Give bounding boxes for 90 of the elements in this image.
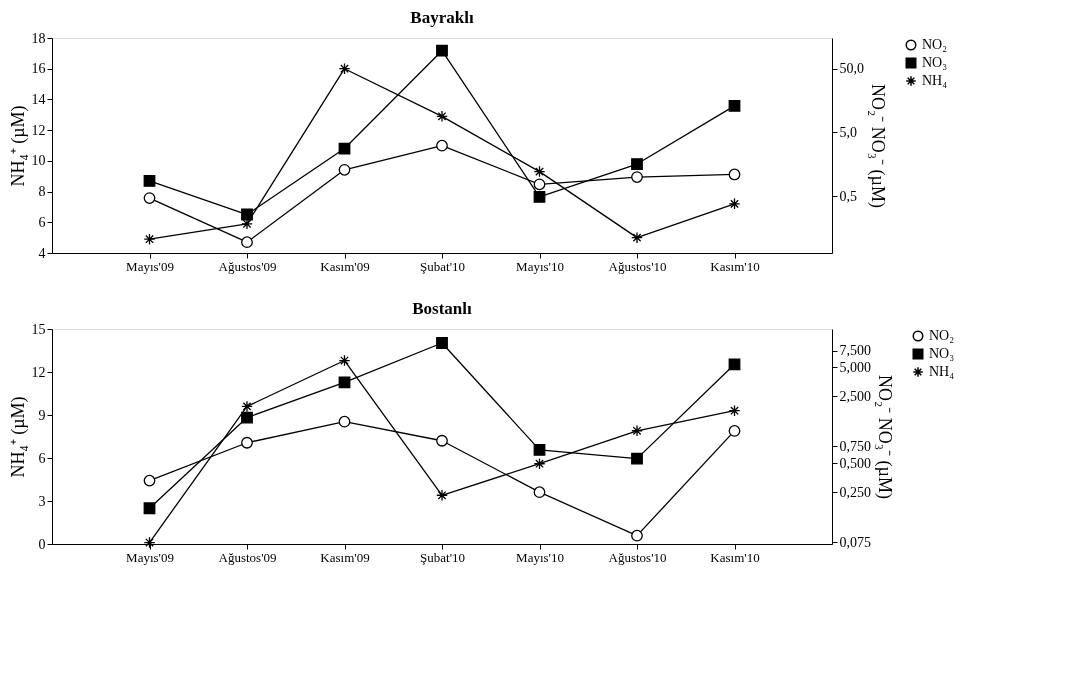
- x-tick-label: Şubat'10: [420, 549, 465, 565]
- point: [631, 158, 643, 170]
- x-tick-label: Kasım'10: [710, 258, 760, 274]
- x-tick-label: Ağustos'10: [608, 258, 667, 274]
- point: [143, 474, 156, 487]
- point: [338, 354, 351, 367]
- y2-tick-label: 0,500: [839, 455, 871, 471]
- y2-axis-title: NO₂⁻ NO₃⁻ (µM): [867, 84, 888, 208]
- y2-axis-title: NO₂⁻ NO₃⁻ (µM): [874, 375, 895, 499]
- point: [533, 486, 546, 499]
- point: [631, 171, 643, 183]
- point: [338, 376, 351, 389]
- point: [728, 197, 741, 210]
- legend-label: NO₂: [929, 328, 955, 343]
- y-tick-label: 9: [38, 407, 46, 423]
- y2-tick-label: 7,500: [839, 343, 871, 359]
- x-tick-label: Kasım'09: [320, 549, 370, 565]
- y-tick-label: 12: [31, 122, 46, 138]
- legend-label: NH₄: [922, 73, 948, 88]
- point: [338, 62, 351, 75]
- point: [436, 139, 448, 152]
- y2-tick-label: 0,5: [839, 188, 857, 204]
- point: [241, 208, 253, 221]
- x-tick-label: Ağustos'09: [218, 549, 277, 565]
- x-tick-label: Ağustos'09: [218, 258, 277, 274]
- point: [241, 436, 253, 449]
- point: [728, 404, 741, 417]
- y-tick-label: 6: [38, 450, 46, 466]
- y2-tick-label: 50,0: [839, 61, 864, 76]
- point: [436, 110, 448, 123]
- y2-tick-label: 2,500: [839, 388, 871, 404]
- y-tick-label: 10: [31, 153, 46, 169]
- chart-title: Bostanlı: [412, 299, 473, 318]
- point: [338, 415, 351, 428]
- x-tick-label: Mayıs'09: [126, 258, 174, 274]
- x-tick-label: Kasım'09: [320, 258, 370, 274]
- x-tick-label: Ağustos'10: [608, 549, 667, 565]
- y-tick-label: 4: [38, 245, 46, 261]
- point: [533, 191, 546, 203]
- legend-label: NO₃: [929, 346, 955, 361]
- point: [241, 400, 253, 413]
- y-tick-label: 16: [31, 61, 46, 77]
- y-axis-title: NH₄⁺ (µM): [7, 105, 29, 187]
- x-tick-label: Şubat'10: [420, 258, 465, 274]
- y2-tick-label: 5,000: [839, 359, 871, 375]
- point: [338, 163, 351, 176]
- x-tick-label: Kasım'10: [710, 549, 760, 565]
- point: [728, 168, 741, 181]
- y2-tick-label: 0,075: [839, 534, 871, 550]
- point: [436, 44, 448, 57]
- y2-tick-label: 5,0: [839, 124, 857, 140]
- point: [631, 529, 643, 542]
- legend-label: NH₄: [929, 364, 955, 379]
- y-tick-label: 8: [38, 184, 46, 200]
- y-tick-label: 0: [38, 536, 46, 552]
- point: [728, 425, 741, 437]
- y-tick-label: 15: [31, 321, 46, 337]
- point: [728, 358, 741, 371]
- point: [241, 236, 253, 249]
- y2-tick-label: 0,250: [839, 484, 871, 500]
- point: [533, 178, 546, 191]
- y-tick-label: 6: [38, 214, 46, 230]
- point: [533, 444, 546, 456]
- point: [241, 411, 253, 424]
- point: [631, 231, 643, 244]
- point: [143, 502, 156, 515]
- y-axis-title: NH₄⁺ (µM): [7, 396, 29, 478]
- point: [143, 536, 156, 549]
- point: [631, 452, 643, 465]
- chart-title: Bayraklı: [410, 8, 474, 27]
- x-tick-label: Mayıs'10: [516, 549, 564, 565]
- legend-label: NO₂: [922, 37, 948, 52]
- point: [631, 424, 643, 437]
- point: [533, 165, 546, 178]
- point: [436, 337, 448, 349]
- point: [436, 489, 448, 502]
- y-tick-label: 18: [31, 30, 46, 46]
- point: [436, 434, 448, 447]
- point: [533, 457, 546, 470]
- x-tick-label: Mayıs'09: [126, 549, 174, 565]
- legend-label: NO₃: [922, 55, 948, 70]
- y2-tick-label: 0,750: [839, 438, 871, 454]
- point: [143, 233, 156, 246]
- point: [143, 192, 156, 204]
- point: [143, 175, 156, 187]
- point: [728, 100, 741, 112]
- y-tick-label: 14: [31, 91, 46, 107]
- x-tick-label: Mayıs'10: [516, 258, 564, 274]
- y-tick-label: 12: [31, 364, 46, 380]
- y-tick-label: 3: [38, 493, 46, 509]
